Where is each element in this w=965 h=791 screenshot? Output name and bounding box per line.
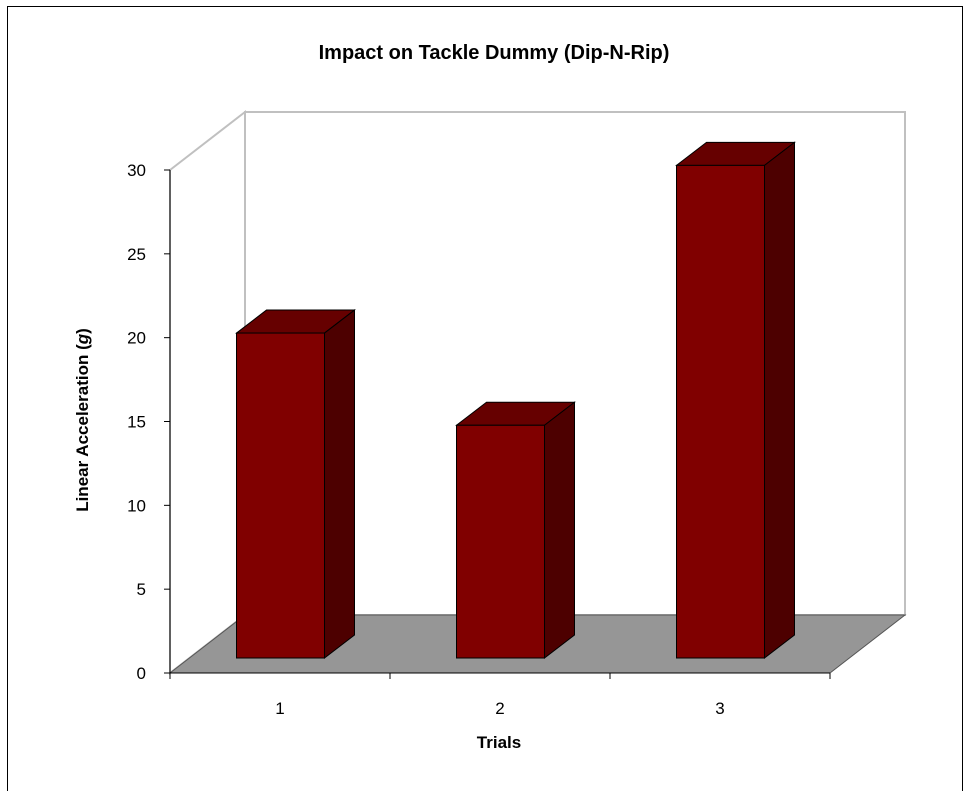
chart-axes [164,169,831,679]
chart-title: Impact on Tackle Dummy (Dip-N-Rip) [319,42,670,64]
y-axis-title-suffix: ) [73,328,92,334]
bar [236,332,325,659]
x-axis-title: Trials [477,733,521,752]
y-tick-label: 30 [127,161,146,180]
y-axis-title-prefix: Linear Acceleration ( [73,344,92,512]
side-wall [169,109,246,676]
y-tick-label: 20 [127,329,146,348]
y-tick-label: 10 [127,496,146,515]
bar [456,424,545,659]
x-tick-label: 2 [495,699,504,718]
bar-side [324,309,355,660]
y-tick-label: 5 [137,580,146,599]
chart-labels: 0 5 10 15 20 25 30 1 2 3 [127,161,725,718]
x-tick-label: 3 [715,699,724,718]
bar-side [544,401,575,660]
x-tick-label: 1 [275,699,284,718]
chart-bars [235,141,796,660]
y-tick-label: 15 [127,413,146,432]
y-tick-label: 25 [127,245,146,264]
bar-side [764,141,795,660]
bar [676,164,765,659]
y-axis-title: Linear Acceleration (g) [73,328,92,512]
y-tick-label: 0 [137,664,146,683]
y-axis-title-italic: g [73,333,92,345]
